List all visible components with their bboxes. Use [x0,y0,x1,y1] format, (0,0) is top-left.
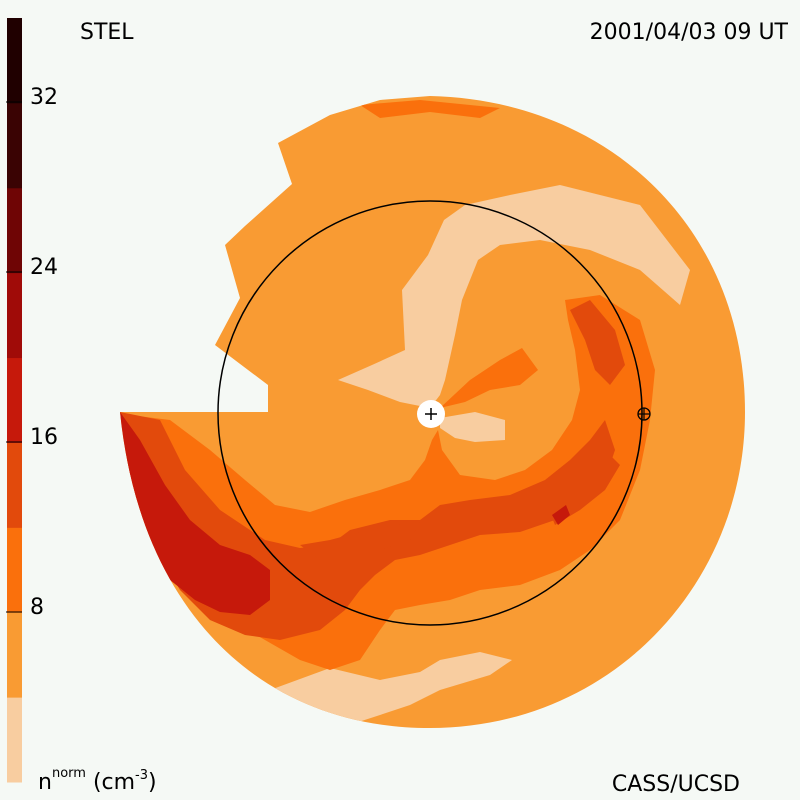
density-mid-region [360,100,500,118]
quantity-superscript: norm [51,766,86,781]
credit-label: CASS/UCSD [611,772,740,797]
colorbar-tick-label: 24 [30,255,58,280]
colorbar-segment [7,612,22,698]
colorbar-segment [7,18,22,104]
colorbar-segment [7,102,22,189]
quantity-base: n [38,770,52,795]
colorbar-segment [7,357,22,443]
quantity-label: nnorm (cm-3) [38,766,157,795]
density-pale-region [440,412,505,442]
colorbar-segment [7,187,22,274]
unit-open: (cm [92,770,136,795]
colorbar-tick-label: 16 [30,425,58,450]
density-pale-region [270,652,512,728]
instrument-label: STEL [80,20,134,45]
colorbar-ticks [6,101,22,613]
colorbar-segment [7,697,22,783]
density-high-region [570,300,625,385]
unit-superscript: -3 [135,768,149,783]
density-high-region [300,522,420,560]
orbit-circle [217,200,643,626]
density-mid-region [440,348,538,408]
colorbar-tick-label: 8 [30,595,44,620]
colorbar-segment [7,527,22,613]
sun-plus-icon [417,400,445,428]
colorbar-segment [7,442,22,528]
earth-crossed-circle-icon [637,407,651,421]
density-peak-region [552,505,570,525]
density-pale-region [338,185,690,408]
unit-close: ) [148,770,157,795]
colorbar-tick-label: 32 [30,85,58,110]
timestamp-label: 2001/04/03 09 UT [589,20,788,45]
density-high-region [545,450,620,525]
colorbar [7,18,22,783]
density-peak-region [120,412,270,615]
colorbar-segment [7,272,22,359]
